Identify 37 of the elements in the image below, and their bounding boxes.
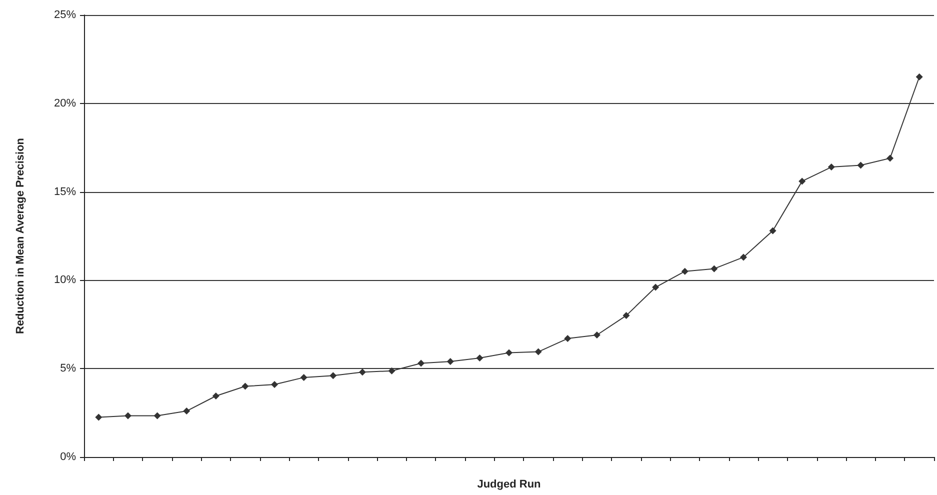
y-tick-label: 15% [54,186,76,198]
point [681,268,688,275]
point [534,348,542,356]
point [564,335,572,342]
point [740,254,747,261]
point [446,358,454,366]
y-tick-label: 0% [60,451,76,463]
point [242,382,249,390]
point [476,354,484,362]
point [330,372,337,380]
point [183,408,190,415]
point [300,374,308,381]
point [418,360,425,367]
point [212,392,220,400]
point [916,73,923,80]
y-axis-title: Reduction in Mean Average Precision [14,138,26,334]
y-tick-label: 10% [54,274,76,286]
y-tick-label: 20% [54,97,76,110]
point [857,162,864,169]
point [710,265,718,272]
x-axis-title: Judged Run [477,478,542,490]
point [388,367,396,374]
point [886,154,894,162]
point [769,227,776,234]
point [271,381,278,388]
point [798,178,806,185]
point [652,284,660,291]
point [95,414,102,421]
point [593,332,600,339]
point [154,412,161,420]
y-tick-label: 5% [60,362,76,375]
y-tick-label: 25% [54,9,76,21]
point [506,349,512,356]
point [828,164,835,171]
point [358,368,366,376]
point [124,412,132,420]
point [622,312,630,320]
